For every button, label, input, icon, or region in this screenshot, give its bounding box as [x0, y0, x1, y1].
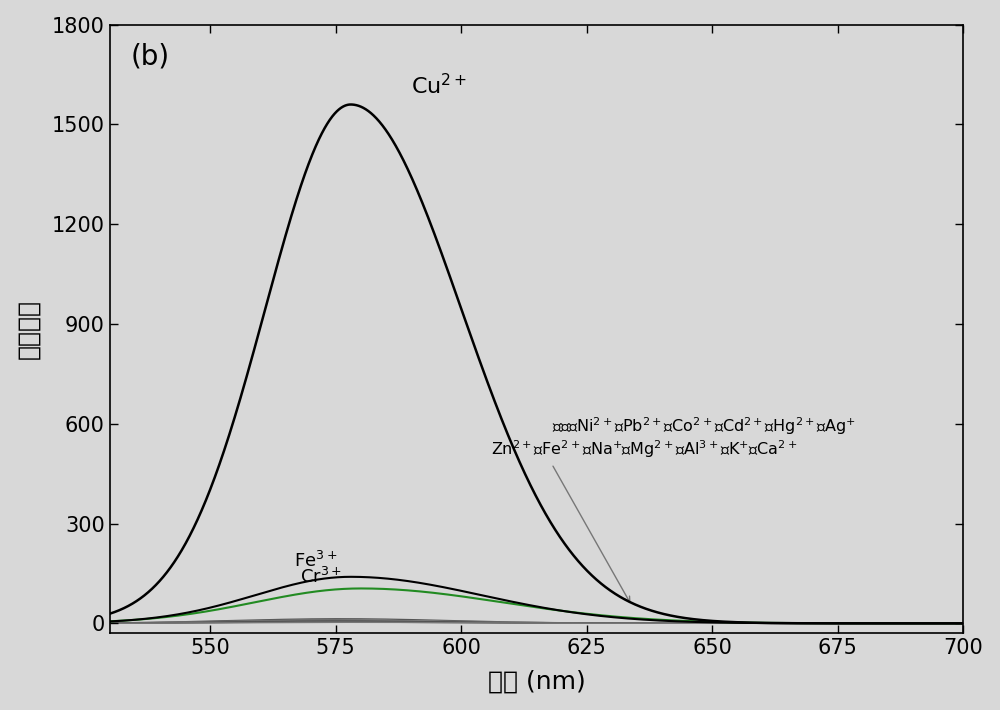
Text: Cu$^{2+}$: Cu$^{2+}$ [411, 72, 467, 98]
Text: Cr$^{3+}$: Cr$^{3+}$ [300, 567, 342, 586]
X-axis label: 波长 (nm): 波长 (nm) [488, 670, 585, 694]
Text: Fe$^{3+}$: Fe$^{3+}$ [294, 551, 337, 571]
Text: 探针，Ni$^{2+}$，Pb$^{2+}$，Co$^{2+}$，Cd$^{2+}$，Hg$^{2+}$，Ag$^{+}$: 探针，Ni$^{2+}$，Pb$^{2+}$，Co$^{2+}$，Cd$^{2+… [552, 415, 856, 437]
Text: (b): (b) [131, 43, 170, 71]
Y-axis label: 荧光强度: 荧光强度 [17, 299, 41, 359]
Text: Zn$^{2+}$，Fe$^{2+}$，Na$^{+}$，Mg$^{2+}$，Al$^{3+}$，K$^{+}$，Ca$^{2+}$: Zn$^{2+}$，Fe$^{2+}$，Na$^{+}$，Mg$^{2+}$，A… [491, 439, 798, 460]
